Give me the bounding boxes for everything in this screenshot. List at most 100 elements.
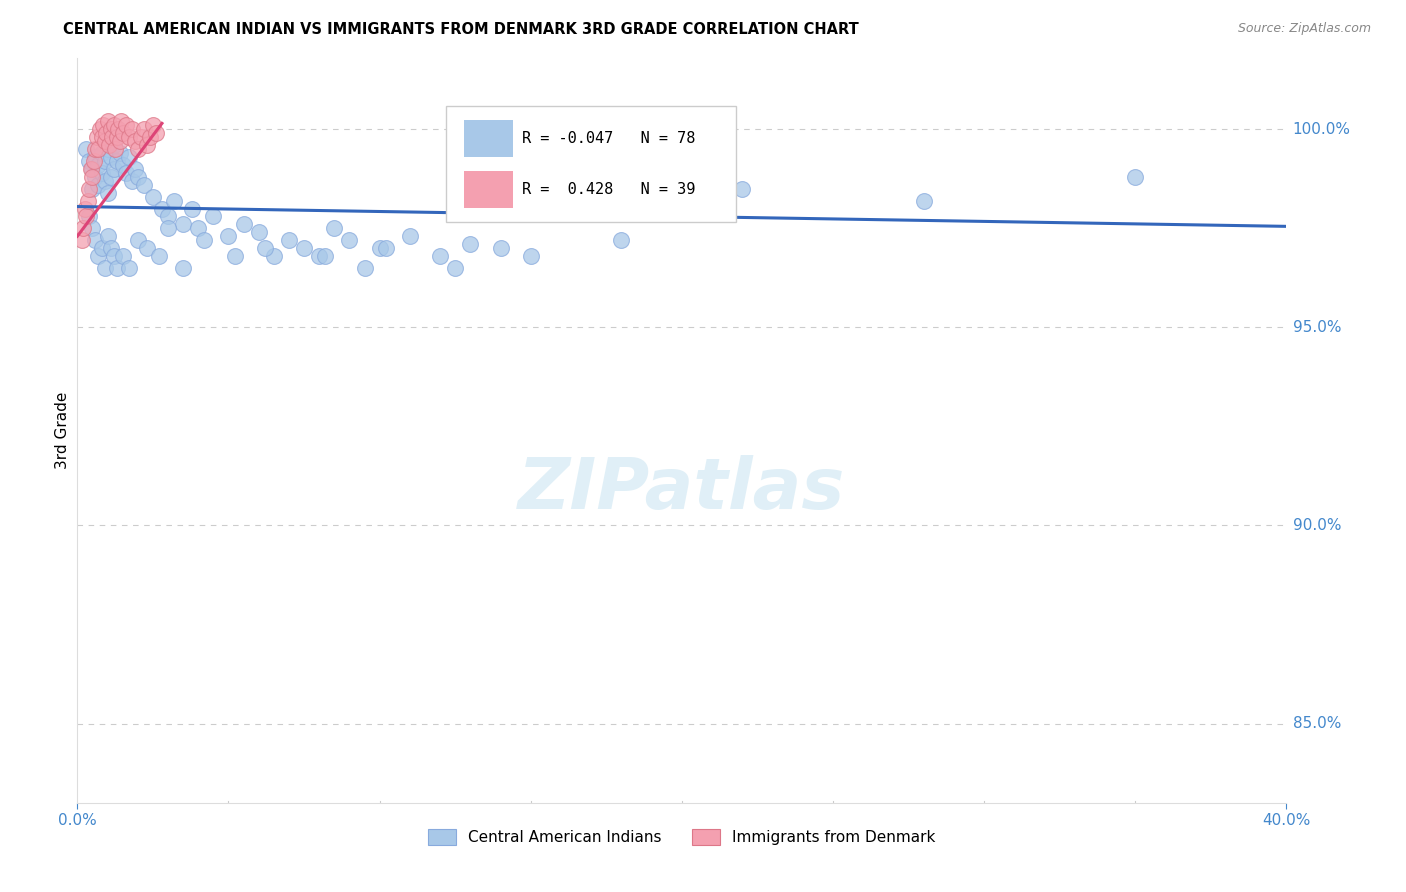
- Point: [118, 150, 141, 164]
- Point: [90, 146, 112, 161]
- Point: [148, 249, 170, 263]
- Text: 85.0%: 85.0%: [1292, 716, 1341, 731]
- Point: [458, 237, 481, 252]
- Point: [193, 233, 215, 247]
- Point: [1125, 169, 1147, 184]
- FancyBboxPatch shape: [464, 171, 513, 208]
- Text: 90.0%: 90.0%: [1292, 518, 1341, 533]
- Point: [150, 202, 173, 216]
- Point: [145, 126, 167, 140]
- Point: [100, 169, 122, 184]
- Point: [278, 233, 301, 247]
- Point: [127, 169, 149, 184]
- Point: [91, 119, 114, 133]
- Point: [87, 249, 110, 263]
- Point: [105, 153, 128, 168]
- Point: [84, 150, 107, 164]
- Point: [339, 233, 360, 247]
- Point: [77, 194, 100, 208]
- Point: [135, 138, 157, 153]
- Point: [253, 241, 276, 255]
- Point: [73, 202, 96, 216]
- Point: [135, 241, 157, 255]
- Point: [181, 202, 204, 216]
- Point: [103, 161, 125, 176]
- Point: [100, 241, 122, 255]
- Point: [103, 249, 125, 263]
- Point: [247, 225, 270, 239]
- Point: [79, 210, 101, 224]
- Point: [368, 241, 391, 255]
- Point: [308, 249, 330, 263]
- Point: [142, 119, 165, 133]
- Point: [157, 221, 180, 235]
- Point: [103, 119, 125, 133]
- Text: Source: ZipAtlas.com: Source: ZipAtlas.com: [1237, 22, 1371, 36]
- Point: [218, 229, 240, 244]
- Point: [111, 158, 134, 172]
- Point: [610, 233, 633, 247]
- Point: [118, 260, 141, 275]
- Point: [124, 134, 146, 148]
- Point: [105, 130, 128, 145]
- Point: [489, 241, 512, 255]
- Point: [100, 150, 122, 164]
- Point: [98, 138, 121, 153]
- Point: [224, 249, 246, 263]
- Point: [429, 249, 451, 263]
- Point: [129, 130, 152, 145]
- Point: [142, 189, 165, 203]
- Point: [80, 161, 103, 176]
- Text: CENTRAL AMERICAN INDIAN VS IMMIGRANTS FROM DENMARK 3RD GRADE CORRELATION CHART: CENTRAL AMERICAN INDIAN VS IMMIGRANTS FR…: [63, 22, 859, 37]
- Point: [163, 194, 186, 208]
- Point: [96, 229, 118, 244]
- Point: [127, 233, 149, 247]
- Point: [93, 174, 115, 188]
- Point: [84, 142, 107, 156]
- Point: [93, 153, 115, 168]
- Text: 100.0%: 100.0%: [1292, 122, 1351, 136]
- Point: [84, 169, 107, 184]
- Point: [731, 182, 754, 196]
- Point: [87, 142, 110, 156]
- Point: [139, 130, 162, 145]
- Point: [187, 221, 209, 235]
- Point: [314, 249, 336, 263]
- Point: [110, 114, 132, 128]
- Point: [127, 142, 149, 156]
- Point: [121, 174, 143, 188]
- Point: [121, 122, 143, 136]
- Point: [103, 138, 125, 153]
- Point: [86, 130, 108, 145]
- Text: R =  0.428   N = 39: R = 0.428 N = 39: [522, 182, 696, 197]
- Point: [79, 182, 101, 196]
- Point: [87, 158, 110, 172]
- Point: [107, 122, 129, 136]
- Point: [104, 142, 127, 156]
- Point: [124, 161, 146, 176]
- Point: [96, 186, 118, 200]
- Point: [93, 134, 115, 148]
- Point: [157, 210, 180, 224]
- Point: [75, 210, 97, 224]
- Point: [444, 260, 467, 275]
- Point: [114, 166, 136, 180]
- Text: 95.0%: 95.0%: [1292, 320, 1341, 334]
- Point: [111, 126, 134, 140]
- Point: [292, 241, 315, 255]
- FancyBboxPatch shape: [464, 120, 513, 157]
- Legend: Central American Indians, Immigrants from Denmark: Central American Indians, Immigrants fro…: [422, 822, 942, 851]
- Point: [132, 122, 155, 136]
- Point: [90, 166, 112, 180]
- Point: [75, 142, 97, 156]
- Point: [82, 182, 104, 196]
- Point: [323, 221, 346, 235]
- Point: [353, 260, 375, 275]
- Point: [83, 153, 105, 168]
- Point: [114, 119, 136, 133]
- Point: [89, 122, 111, 136]
- Point: [94, 126, 117, 140]
- Point: [108, 146, 131, 161]
- Point: [96, 114, 118, 128]
- Point: [232, 218, 254, 232]
